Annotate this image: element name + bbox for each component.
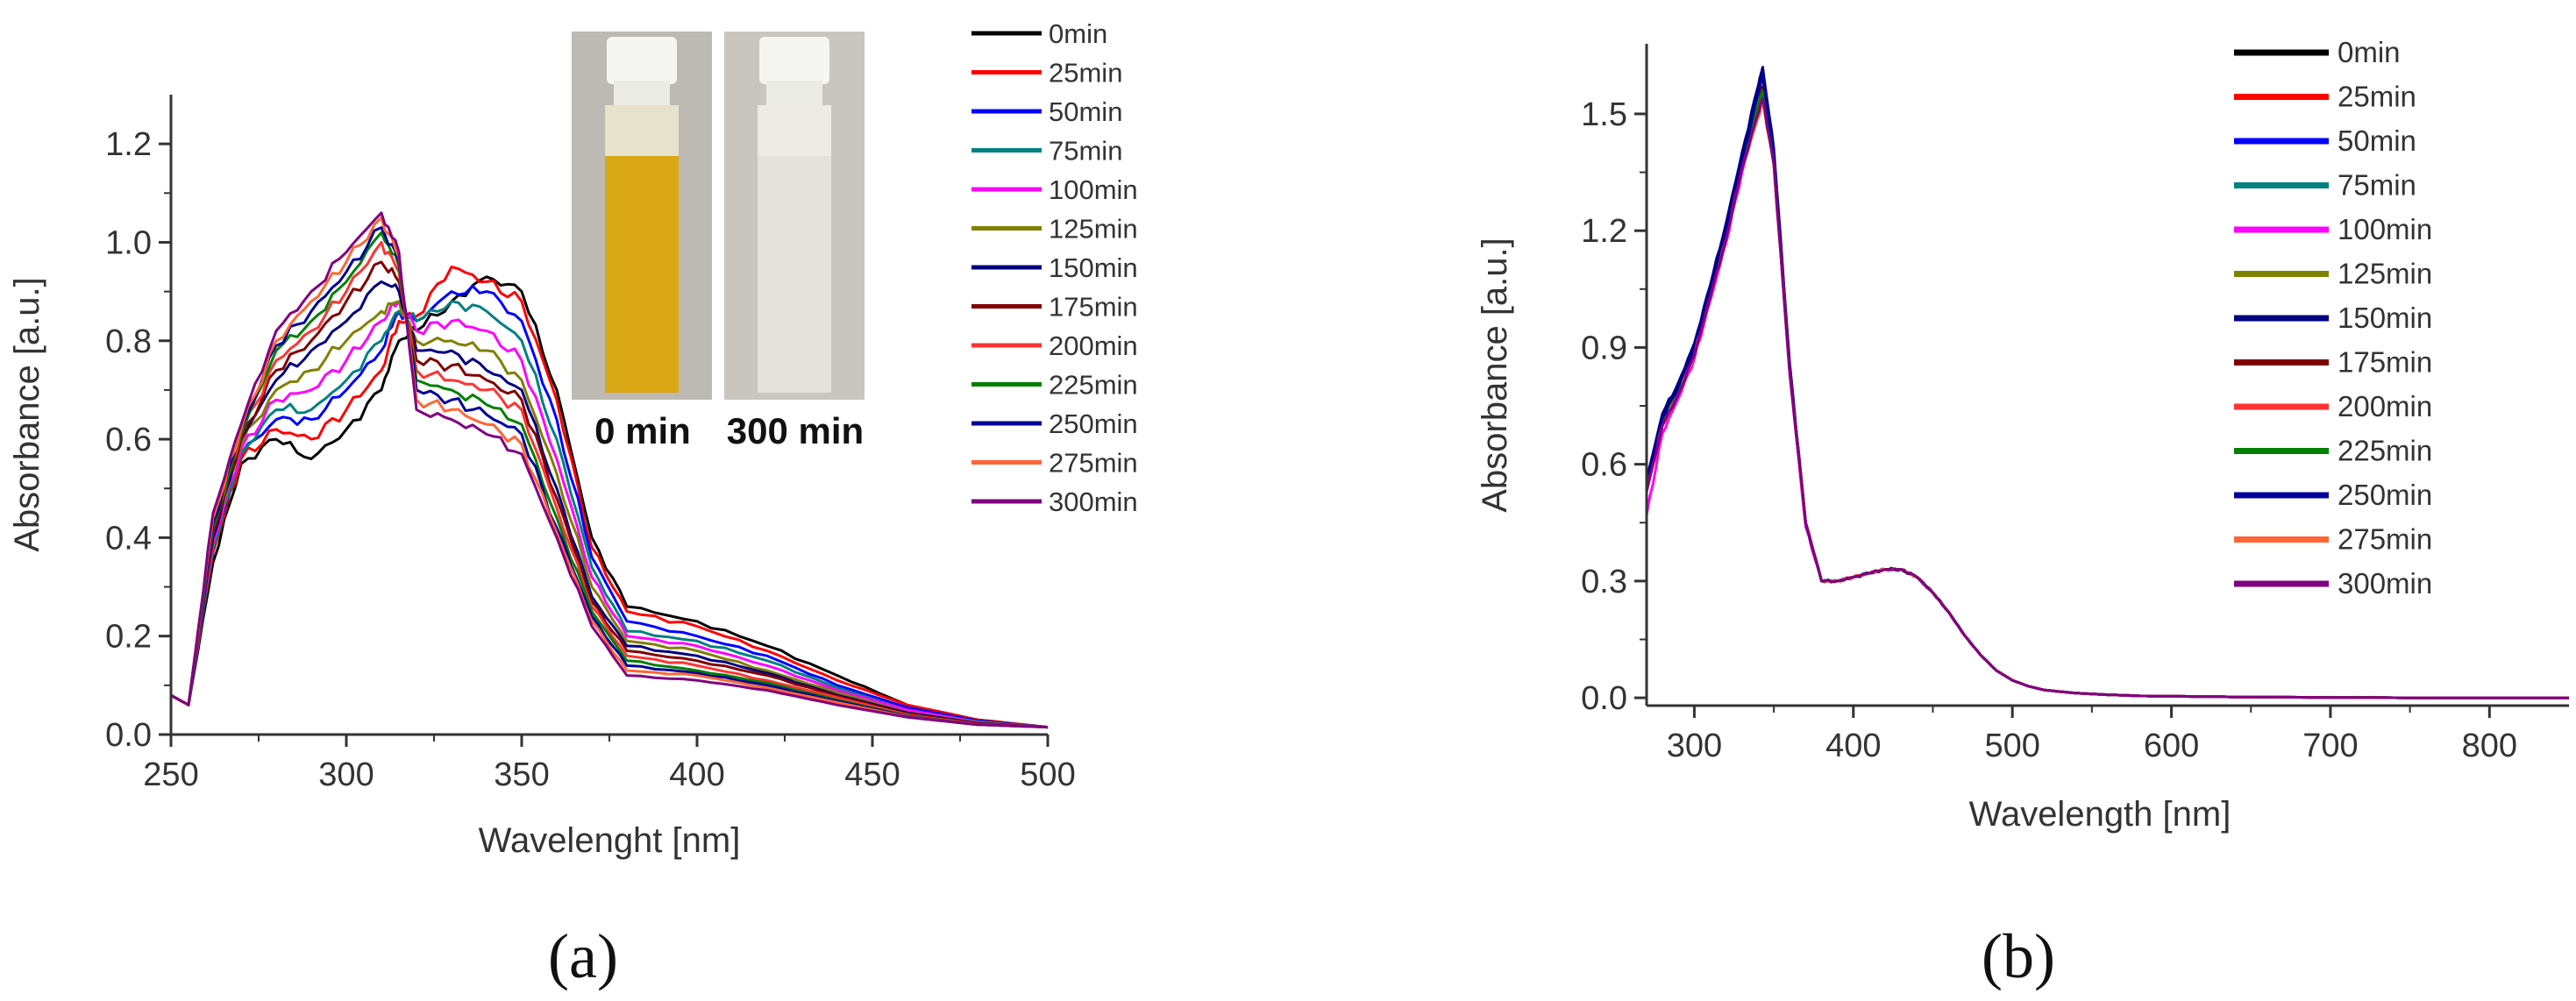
cuvette-neck-left bbox=[614, 81, 670, 107]
panel-a-legend: 0min 25min 50min 75min 100min 125min 150min 175… bbox=[971, 18, 1138, 517]
panel-b-y-tick-label-0.6: 0.6 bbox=[1581, 447, 1627, 484]
panel-a-legend-label-225min: 225min bbox=[1049, 370, 1138, 401]
panel-b-y-tick-label-1.5: 1.5 bbox=[1581, 96, 1627, 133]
panel-b-y-tick-label-0.0: 0.0 bbox=[1581, 680, 1627, 717]
panel-b-x-tick-label-400: 400 bbox=[1825, 728, 1881, 764]
panel-b-legend-label-50min: 50min bbox=[2338, 124, 2416, 157]
panel-a-x-tick-label-250: 250 bbox=[143, 756, 198, 793]
panel-b-legend-label-100min: 100min bbox=[2338, 213, 2432, 245]
cuvette-cap-left bbox=[607, 37, 677, 84]
panel-b-legend-label-75min: 75min bbox=[2338, 169, 2416, 202]
cuvette-glass-left bbox=[605, 105, 679, 158]
panel-a-legend-label-75min: 75min bbox=[1049, 136, 1122, 167]
panel-a-legend-label-200min: 200min bbox=[1049, 330, 1138, 361]
panel-a-legend-label-250min: 250min bbox=[1049, 408, 1138, 439]
panel-b-legend-label-150min: 150min bbox=[2338, 302, 2432, 334]
panel-b-legend-label-250min: 250min bbox=[2338, 479, 2432, 511]
panel-a-y-axis-title: Absorbance [a.u.] bbox=[8, 277, 46, 552]
panel-b-legend-label-300min: 300min bbox=[2338, 567, 2432, 600]
panel-b-x-tick-label-500: 500 bbox=[1984, 728, 2039, 764]
panel-a-x-axis-title: Wavelenght [nm] bbox=[479, 821, 741, 860]
panel-b-legend-label-0min: 0min bbox=[2338, 36, 2401, 68]
panel-a-legend-label-150min: 150min bbox=[1049, 252, 1138, 283]
panel-b-series-150min bbox=[1645, 66, 2569, 699]
panel-b-series-group bbox=[1645, 66, 2569, 699]
panel-a-series-50min bbox=[170, 284, 1049, 729]
panel-a-series-275min bbox=[170, 216, 1049, 729]
panel-a-x-tick-label-450: 450 bbox=[844, 756, 900, 793]
panel-b-legend-label-275min: 275min bbox=[2338, 523, 2432, 556]
panel-a-series-100min bbox=[170, 300, 1049, 729]
panel-a-y-tick-label-0.6: 0.6 bbox=[105, 422, 152, 458]
panel-a-series-175min bbox=[170, 260, 1049, 729]
panel-a-x-tick-label-350: 350 bbox=[494, 756, 549, 793]
panel-a-y-tick-label-0.4: 0.4 bbox=[105, 520, 152, 557]
panel-b-y-tick-label-1.2: 1.2 bbox=[1581, 213, 1627, 250]
cuvette-cap-right bbox=[759, 37, 829, 84]
panel-a-y-tick-label-1.0: 1.0 bbox=[105, 224, 152, 261]
panel-b-x-tick-label-700: 700 bbox=[2302, 728, 2358, 764]
panel-b-legend-label-225min: 225min bbox=[2338, 435, 2432, 467]
panel-a-series-group bbox=[170, 211, 1049, 729]
panel-b-legend-label-125min: 125min bbox=[2338, 258, 2432, 290]
panel-a-legend-label-25min: 25min bbox=[1049, 58, 1122, 89]
panel-a-series-75min bbox=[170, 300, 1049, 729]
panel-b-series-50min bbox=[1645, 69, 2569, 699]
panel-b-label: (b) bbox=[1982, 921, 2055, 991]
panel-b: 300 400 500 600 700 800 0.0 0.3 0.6 0.9 1.2 1.5 Wa… bbox=[1476, 36, 2569, 991]
panel-b-series-0min bbox=[1645, 74, 2569, 699]
panel-b-legend-label-25min: 25min bbox=[2338, 81, 2416, 113]
cuvette-glass-right bbox=[758, 105, 831, 158]
panel-b-x-tick-label-800: 800 bbox=[2462, 728, 2517, 764]
panel-a-y-tick-label-0.8: 0.8 bbox=[105, 323, 152, 360]
panel-a-legend-label-125min: 125min bbox=[1049, 214, 1138, 245]
panel-a-legend-label-275min: 275min bbox=[1049, 448, 1138, 479]
panel-b-y-ticks: 0.0 0.3 0.6 0.9 1.2 1.5 bbox=[1581, 96, 1647, 717]
cuvette-liquid-0min bbox=[605, 156, 679, 393]
panel-b-legend-label-175min: 175min bbox=[2338, 346, 2432, 379]
panel-a-legend-label-175min: 175min bbox=[1049, 292, 1138, 323]
panel-b-x-tick-label-600: 600 bbox=[2144, 728, 2199, 764]
panel-a-series-200min bbox=[170, 241, 1049, 729]
panel-b-x-axis-title: Wavelength [nm] bbox=[1969, 795, 2231, 834]
panel-a: 250 300 350 400 450 500 0.0 0.2 0.4 0.6 0.8 1.0 1.2… bbox=[8, 18, 1138, 991]
panel-a-x-tick-label-300: 300 bbox=[318, 756, 374, 793]
panel-b-y-tick-label-0.9: 0.9 bbox=[1581, 330, 1627, 366]
panel-b-y-tick-label-0.3: 0.3 bbox=[1581, 564, 1627, 600]
panel-a-inset-photo: 0 min 300 min bbox=[572, 32, 865, 451]
panel-a-y-tick-label-0.0: 0.0 bbox=[105, 717, 152, 754]
panel-b-x-ticks: 300 400 500 600 700 800 bbox=[1667, 706, 2517, 764]
panel-a-legend-label-100min: 100min bbox=[1049, 174, 1138, 205]
cuvette-liquid-300min bbox=[758, 156, 831, 393]
panel-a-series-125min bbox=[170, 300, 1049, 729]
panel-a-x-tick-label-500: 500 bbox=[1020, 756, 1075, 793]
panel-b-series-300min bbox=[1645, 96, 2569, 699]
panel-a-legend-label-0min: 0min bbox=[1049, 18, 1107, 49]
panel-a-series-25min bbox=[170, 266, 1049, 729]
panel-b-y-axis-title: Absorbance [a.u.] bbox=[1476, 238, 1514, 513]
panel-b-series-250min bbox=[1645, 74, 2569, 699]
panel-a-label: (a) bbox=[548, 921, 618, 991]
panel-b-legend-label-200min: 200min bbox=[2338, 390, 2432, 422]
panel-b-legend: 0min 25min 50min 75min 100min 125min 150min 175… bbox=[2234, 36, 2432, 600]
panel-a-legend-label-300min: 300min bbox=[1049, 486, 1138, 517]
inset-label-0min: 0 min bbox=[594, 410, 691, 451]
panel-a-x-ticks: 250 300 350 400 450 500 bbox=[143, 735, 1076, 793]
inset-label-300min: 300 min bbox=[727, 410, 864, 451]
panel-a-legend-label-50min: 50min bbox=[1049, 96, 1122, 127]
panel-a-y-tick-label-0.2: 0.2 bbox=[105, 619, 152, 656]
panel-a-series-300min bbox=[170, 211, 1049, 729]
panel-a-x-tick-label-400: 400 bbox=[669, 756, 724, 793]
panel-a-y-tick-label-1.2: 1.2 bbox=[105, 126, 152, 163]
panel-b-x-tick-label-300: 300 bbox=[1667, 728, 1722, 764]
cuvette-neck-right bbox=[766, 81, 822, 107]
panel-a-y-ticks: 0.0 0.2 0.4 0.6 0.8 1.0 1.2 bbox=[105, 126, 171, 754]
